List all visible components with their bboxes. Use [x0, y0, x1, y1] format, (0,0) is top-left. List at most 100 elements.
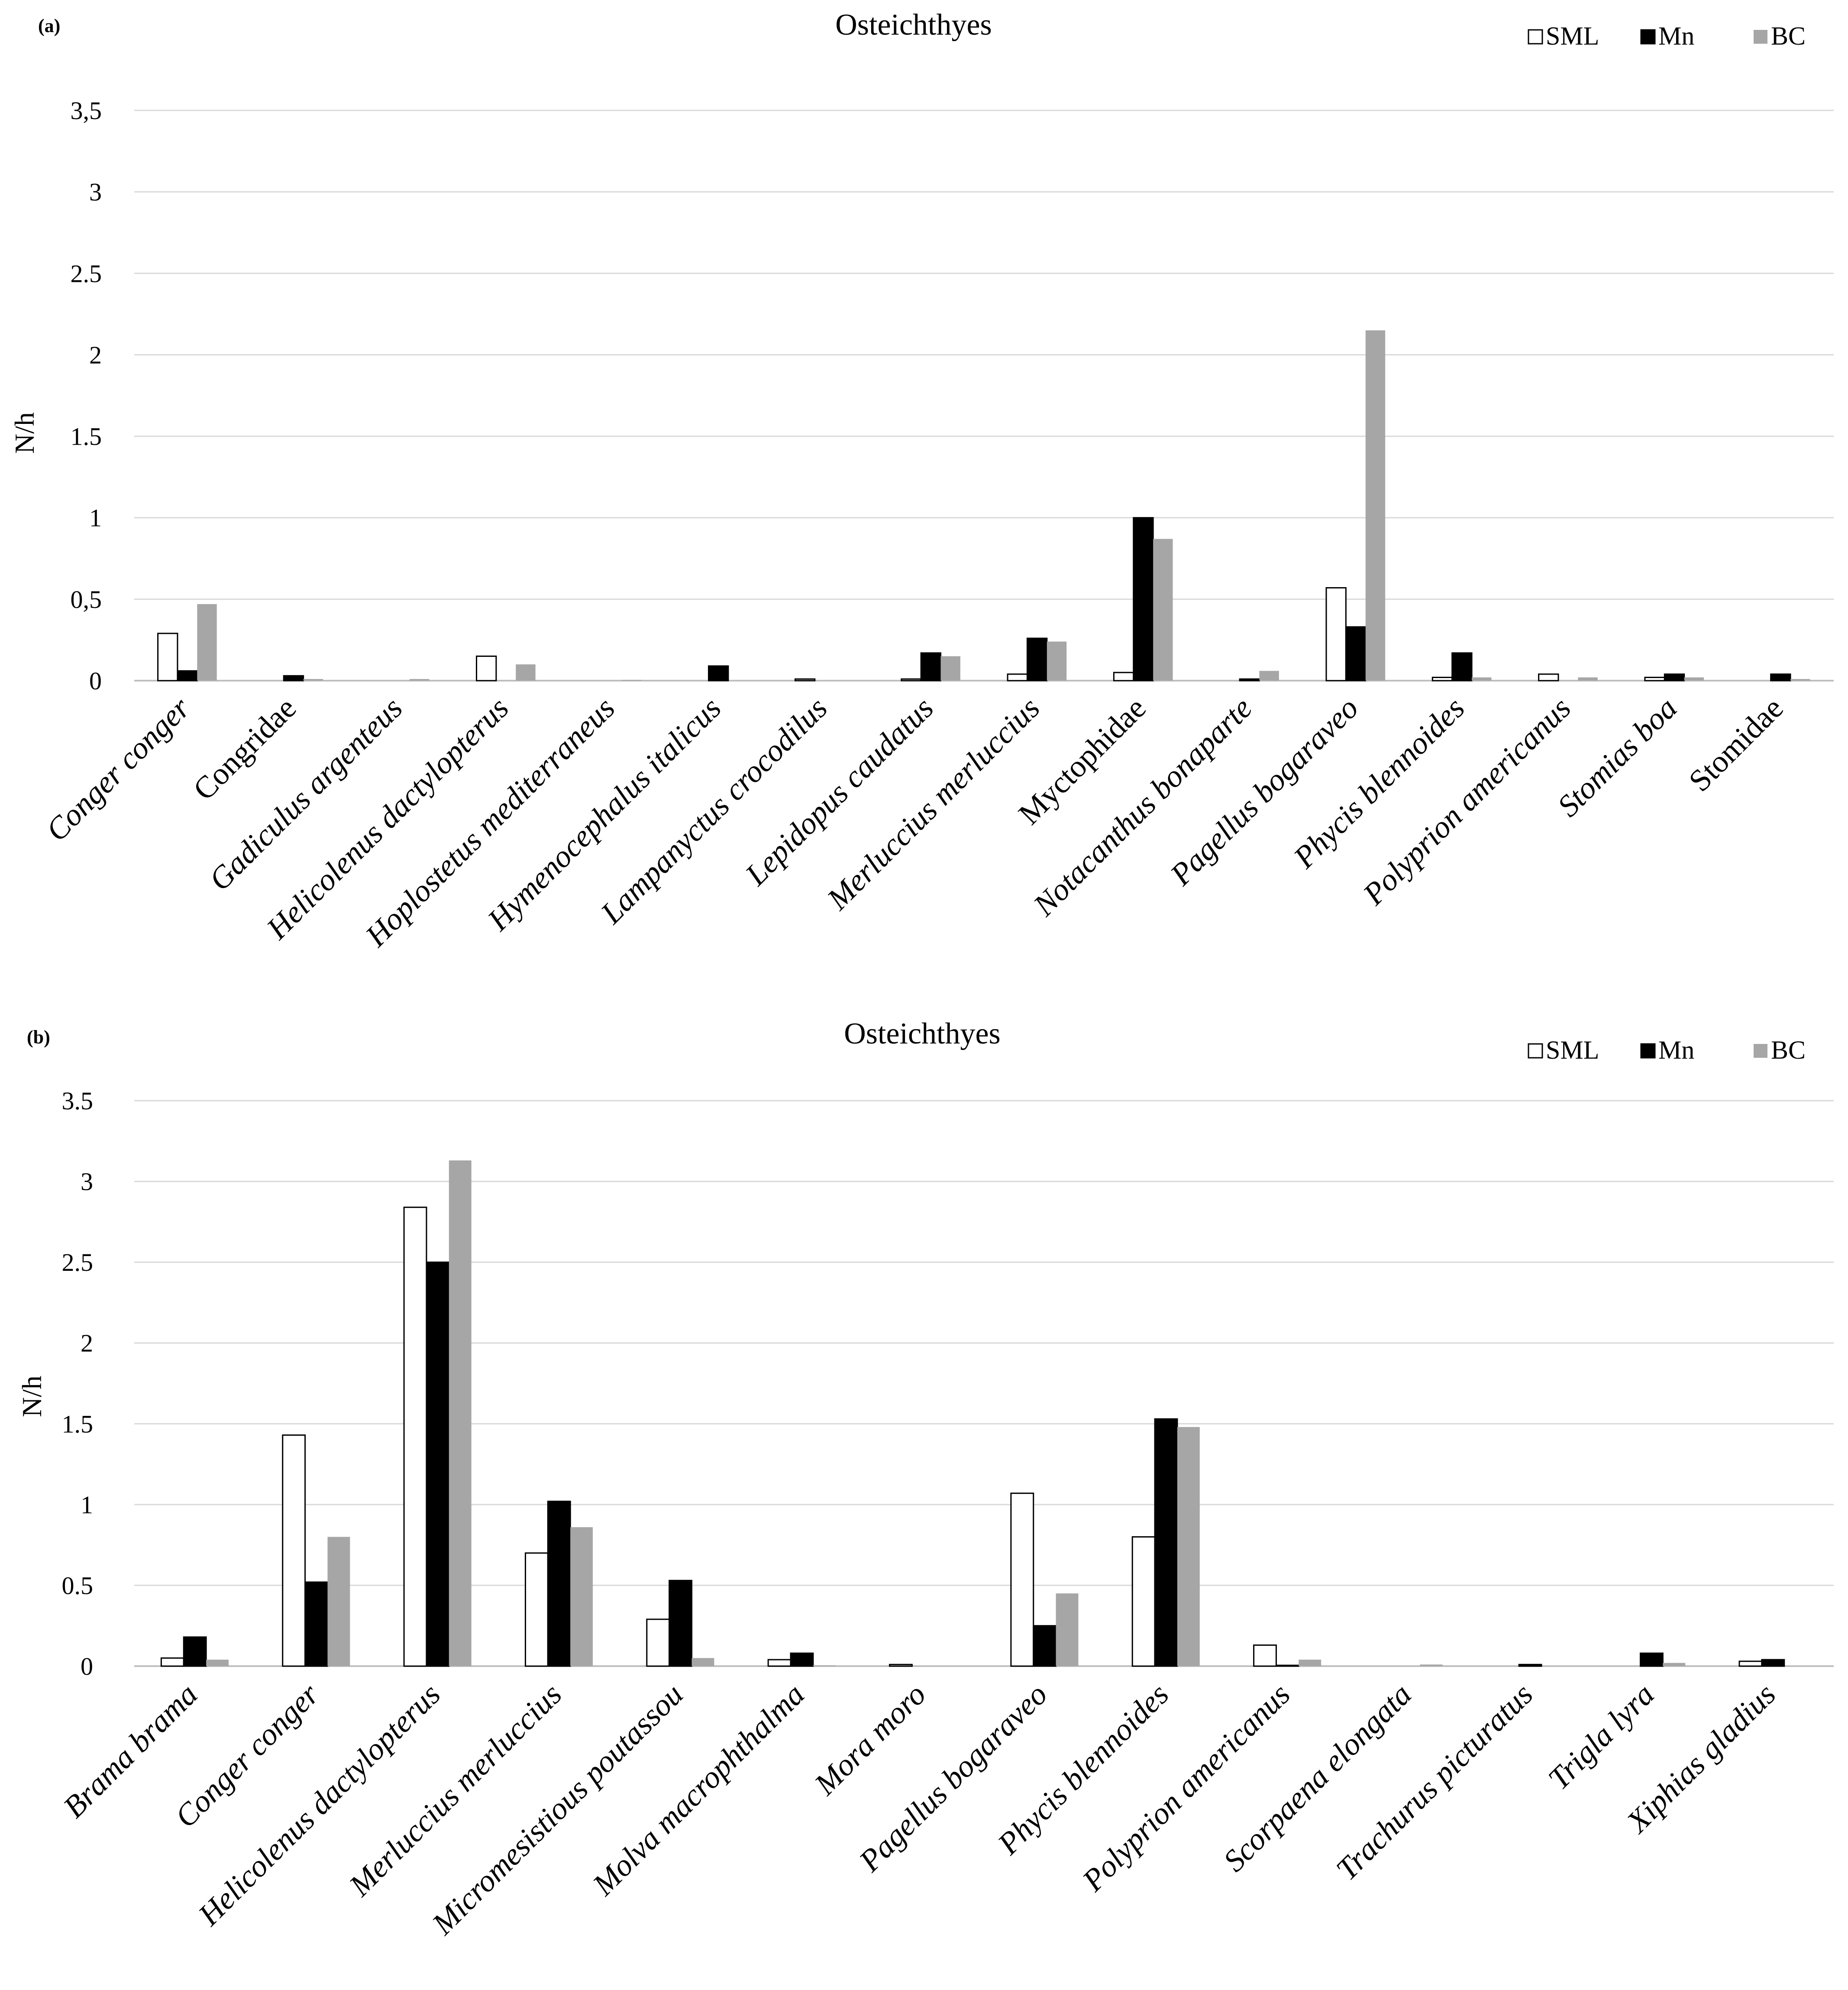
bar-bc — [1259, 671, 1279, 681]
bar-sml — [1113, 672, 1134, 682]
bar-mn — [669, 1580, 693, 1667]
bar-mn — [1770, 673, 1791, 682]
bar-sml — [1010, 1492, 1034, 1667]
legend-label: BC — [1771, 22, 1806, 50]
x-tick-label: Merluccius merluccius — [342, 1677, 568, 1903]
bar-mn — [1664, 673, 1685, 682]
chart-panel-a: (a) Osteichthyes N/h 0 0,5 1 1.5 2 2.5 3 3,5 Con… — [9, 8, 1834, 953]
bar-bc — [197, 604, 217, 681]
legend-label: Mn — [1658, 1036, 1694, 1064]
legend-swatch-sml — [1528, 1043, 1543, 1059]
bar-bc — [1056, 1593, 1079, 1666]
bar-sml — [157, 633, 178, 682]
bar-sml — [160, 1657, 184, 1667]
bar-mn — [1518, 1664, 1542, 1667]
legend-label: SML — [1546, 1036, 1599, 1064]
y-tick-label: 1 — [89, 504, 102, 532]
x-tick-label: Helicolenus dactylopterus — [191, 1677, 447, 1932]
bar-sml — [1007, 673, 1028, 682]
y-tick-label: 3.5 — [62, 1087, 94, 1115]
bar-bc — [622, 680, 642, 681]
bar-bc — [206, 1660, 229, 1666]
bar-mn — [183, 1636, 207, 1667]
y-tick-label: 3,5 — [71, 97, 102, 125]
bar-mn — [1451, 652, 1473, 682]
bar-mn — [1640, 1652, 1664, 1667]
bar-bc — [1365, 330, 1386, 681]
bar-mn — [1133, 517, 1154, 682]
bar-sml — [1738, 1660, 1763, 1667]
y-tick-label: 2 — [81, 1329, 93, 1357]
y-tick-label: 1.5 — [71, 423, 102, 451]
legend-swatch-bc — [1754, 30, 1767, 44]
x-tick-label: Mora moro — [808, 1677, 933, 1802]
bar-bc — [449, 1160, 472, 1666]
bar-sml — [646, 1618, 670, 1667]
x-tick-label: Lepidopus caudatus — [738, 691, 940, 892]
x-tick-label: Micromesistious poutassou — [425, 1677, 690, 1942]
x-tick-label: Trachurus picturatus — [1329, 1677, 1539, 1887]
bar-sml — [476, 656, 497, 682]
y-axis-title: N/h — [9, 412, 40, 454]
bar-mn — [283, 675, 304, 682]
y-axis-title: N/h — [16, 1376, 47, 1417]
bar-bc — [516, 664, 536, 681]
chart-title: Osteichthyes — [844, 1017, 1001, 1050]
legend-label: Mn — [1658, 22, 1694, 50]
chart-title: Osteichthyes — [835, 8, 992, 42]
bar-sml — [1253, 1644, 1277, 1667]
x-tick-label: Conger conger — [39, 690, 197, 848]
bar-sml — [1538, 673, 1559, 682]
bar-mn — [177, 670, 198, 682]
y-tick-label: 0 — [89, 667, 102, 695]
y-tick-label: 3 — [89, 178, 102, 206]
bar-bc — [813, 1665, 836, 1666]
bar-sml — [1431, 676, 1453, 682]
bar-mn — [920, 652, 942, 682]
bar-bc — [1790, 679, 1810, 681]
bar-bc — [570, 1527, 593, 1666]
legend-label: SML — [1546, 22, 1599, 50]
bar-mn — [1761, 1659, 1785, 1667]
bar-sml — [889, 1664, 913, 1667]
bar-bc — [940, 656, 960, 681]
bar-bc — [1663, 1663, 1686, 1666]
y-tick-label: 2 — [89, 341, 102, 369]
bar-bc — [1578, 677, 1598, 681]
bar-mn — [1026, 637, 1048, 682]
x-tick-label: Pagellus bogaraveo — [1163, 691, 1365, 892]
legend-label: BC — [1771, 1036, 1806, 1064]
x-tick-label: Polyprion americanus — [1356, 691, 1577, 912]
bar-sml — [794, 678, 816, 682]
bar-mn — [1275, 1664, 1299, 1667]
y-tick-label: 0.5 — [62, 1571, 94, 1599]
legend-swatch-mn — [1640, 1043, 1656, 1059]
bar-mn — [708, 665, 729, 682]
bar-bc — [1177, 1427, 1200, 1666]
legend-swatch-bc — [1754, 1044, 1767, 1058]
x-tick-label: Polyprion americanus — [1076, 1677, 1297, 1898]
bar-bc — [691, 1658, 714, 1666]
bar-mn — [1345, 626, 1367, 682]
y-tick-label: 2.5 — [71, 259, 102, 288]
bar-mn — [1154, 1418, 1178, 1667]
bar-bc — [1420, 1664, 1443, 1666]
bar-bc — [1153, 539, 1173, 681]
x-tick-label: Merluccius merluccius — [820, 691, 1046, 917]
y-tick-label: 0,5 — [71, 585, 102, 614]
bar-sml — [901, 678, 922, 682]
bar-sml — [1644, 676, 1665, 682]
y-tick-label: 1.5 — [62, 1410, 94, 1438]
bar-sml — [524, 1552, 549, 1667]
bar-bc — [303, 679, 323, 681]
bar-mn — [1239, 678, 1260, 682]
bar-bc — [409, 679, 430, 681]
bar-mn — [304, 1581, 328, 1667]
panel-label: (b) — [27, 1027, 50, 1048]
y-tick-label: 2.5 — [62, 1248, 94, 1276]
bar-bc — [327, 1537, 350, 1666]
bar-bc — [1684, 677, 1704, 681]
x-tick-label: Gadiculus argenteus — [202, 691, 409, 897]
bar-mn — [1033, 1625, 1057, 1667]
bar-sml — [1325, 587, 1347, 682]
